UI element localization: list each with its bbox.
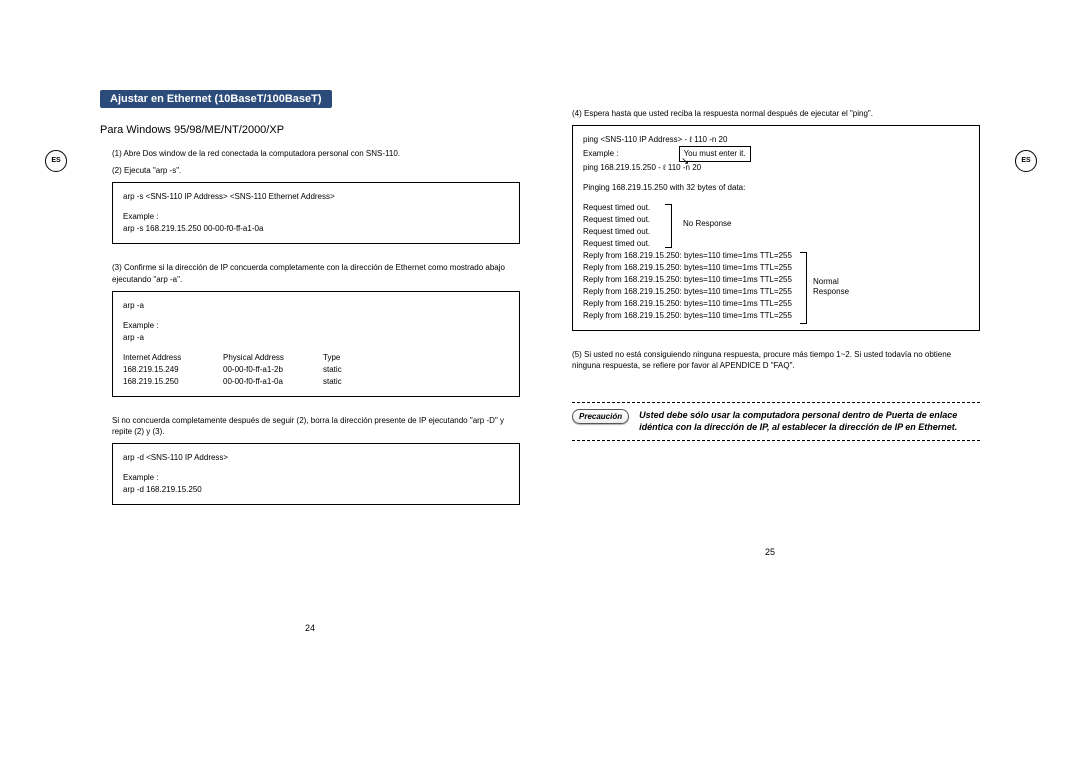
table-row: 168.219.15.250 00-00-f0-ff-a1-0a static	[123, 376, 509, 388]
code-line: arp -s <SNS-110 IP Address> <SNS-110 Eth…	[123, 191, 509, 203]
code-line: arp -a	[123, 300, 509, 312]
code-line: ping <SNS-110 IP Address> - ℓ 110 -n 20	[583, 134, 969, 146]
divider-dashed	[572, 402, 980, 403]
table-row: 168.219.15.249 00-00-f0-ff-a1-2b static	[123, 364, 509, 376]
page-right: (4) Espera hasta que usted reciba la res…	[560, 90, 980, 447]
code-line: Example :	[123, 472, 509, 484]
code-line: Reply from 168.219.15.250: bytes=110 tim…	[583, 286, 969, 298]
code-line: Reply from 168.219.15.250: bytes=110 tim…	[583, 274, 969, 286]
caution-text: Usted debe sólo usar la computadora pers…	[639, 409, 980, 434]
step-2: (2) Ejecuta "arp -s".	[112, 165, 520, 176]
brace-label-noresp: No Response	[683, 218, 731, 230]
code-line: Request timed out.	[583, 238, 969, 250]
page-number-right: 25	[560, 547, 980, 557]
code-line: Example :	[583, 148, 619, 160]
lang-badge-right: ES	[1015, 150, 1037, 172]
page-left: Ajustar en Ethernet (10BaseT/100BaseT) P…	[100, 90, 520, 523]
code-box-2: arp -a Example : arp -a Internet Address…	[112, 291, 520, 397]
subtitle: Para Windows 95/98/ME/NT/2000/XP	[100, 124, 520, 136]
code-line: Reply from 168.219.15.250: bytes=110 tim…	[583, 310, 969, 322]
code-box-1: arp -s <SNS-110 IP Address> <SNS-110 Eth…	[112, 182, 520, 244]
brace-icon	[665, 204, 672, 248]
code-line: Request timed out.	[583, 214, 969, 226]
table-header: Internet Address Physical Address Type	[123, 352, 509, 364]
page-number-left: 24	[100, 623, 520, 633]
code-line: Request timed out.	[583, 202, 969, 214]
code-line: Reply from 168.219.15.250: bytes=110 tim…	[583, 298, 969, 310]
ping-box: ping <SNS-110 IP Address> - ℓ 110 -n 20 …	[572, 125, 980, 331]
code-line: Reply from 168.219.15.250: bytes=110 tim…	[583, 262, 969, 274]
step-4: (4) Espera hasta que usted reciba la res…	[572, 108, 980, 119]
code-box-3: arp -d <SNS-110 IP Address> Example : ar…	[112, 443, 520, 505]
step-1: (1) Abre Dos window de la red conectada …	[112, 148, 520, 159]
code-line: Request timed out.	[583, 226, 969, 238]
step-3: (3) Confirme si la dirección de IP concu…	[112, 262, 520, 284]
section-heading: Ajustar en Ethernet (10BaseT/100BaseT)	[100, 90, 332, 108]
code-line: Pinging 168.219.15.250 with 32 bytes of …	[583, 182, 969, 194]
step-5: (5) Si usted no está consiguiendo ningun…	[572, 349, 980, 371]
code-line: arp -d 168.219.15.250	[123, 484, 509, 496]
brace-label-norm-2: Response	[813, 286, 849, 298]
divider-dashed	[572, 440, 980, 441]
caution-badge: Precaución	[572, 409, 629, 424]
pointer-icon: ↘	[681, 154, 689, 169]
code-line: Example :	[123, 320, 509, 332]
step-note: Si no concuerda completamente después de…	[112, 415, 520, 437]
code-line: arp -s 168.219.15.250 00-00-f0-ff-a1-0a	[123, 223, 509, 235]
code-line: arp -d <SNS-110 IP Address>	[123, 452, 509, 464]
code-line: arp -a	[123, 332, 509, 344]
code-line: Example :	[123, 211, 509, 223]
brace-icon	[800, 252, 807, 324]
lang-badge-left: ES	[45, 150, 67, 172]
code-line: Reply from 168.219.15.250: bytes=110 tim…	[583, 250, 969, 262]
